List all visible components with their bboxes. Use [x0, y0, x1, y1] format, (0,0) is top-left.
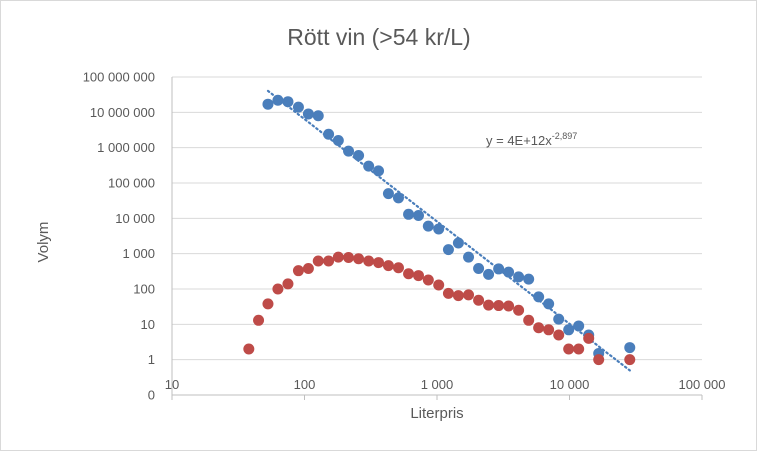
data-point-series-1 — [523, 273, 535, 285]
data-point-series-2 — [493, 300, 505, 312]
data-point-series-1 — [553, 313, 565, 325]
trendline-equation-base: y = 4E+12x — [486, 133, 552, 148]
x-tick-label: 10 000 — [550, 377, 590, 392]
data-point-series-2 — [513, 304, 525, 316]
data-point-series-1 — [452, 237, 464, 249]
data-point-series-1 — [363, 160, 375, 172]
y-tick-label: 10 — [141, 317, 155, 332]
data-point-series-2 — [262, 298, 274, 310]
y-tick-label: 10 000 000 — [90, 105, 155, 120]
data-point-series-2 — [442, 287, 454, 299]
data-point-series-1 — [373, 165, 385, 177]
data-point-series-2 — [503, 300, 515, 312]
y-tick-label: 0 — [148, 388, 155, 403]
data-point-series-1 — [412, 210, 424, 222]
data-point-series-1 — [403, 208, 415, 220]
data-point-series-2 — [452, 290, 464, 302]
y-tick-label: 10 000 — [115, 211, 155, 226]
trendline-equation: y = 4E+12x-2,897 — [486, 131, 577, 148]
data-point-series-1 — [563, 324, 575, 336]
data-point-series-2 — [332, 251, 344, 263]
data-point-series-2 — [523, 314, 535, 326]
data-point-series-2 — [323, 255, 335, 267]
data-point-series-1 — [272, 94, 284, 106]
data-point-series-2 — [553, 329, 565, 341]
x-tick-labels: 10 100 1 000 10 000 100 000 — [165, 377, 726, 392]
data-point-series-1 — [282, 96, 294, 108]
data-point-series-2 — [433, 279, 445, 291]
trendline-equation-exponent: -2,897 — [552, 131, 578, 141]
y-tick-label: 1 — [148, 352, 155, 367]
data-point-series-1 — [483, 268, 495, 280]
data-point-series-2 — [363, 255, 375, 267]
gridlines — [172, 76, 702, 361]
data-point-series-2 — [543, 324, 555, 336]
data-point-series-2 — [343, 251, 355, 263]
data-point-series-2 — [292, 265, 304, 277]
data-points — [243, 94, 636, 366]
data-point-series-1 — [513, 271, 525, 283]
data-point-series-2 — [382, 260, 394, 272]
data-point-series-2 — [573, 343, 585, 355]
axes — [171, 77, 703, 400]
data-point-series-1 — [493, 263, 505, 275]
data-point-series-1 — [382, 188, 394, 200]
data-point-series-1 — [332, 134, 344, 146]
y-tick-label: 100 — [133, 282, 155, 297]
x-tick-label: 100 — [294, 377, 316, 392]
data-point-series-1 — [262, 98, 274, 110]
data-point-series-2 — [243, 343, 255, 355]
data-point-series-1 — [503, 266, 515, 278]
data-point-series-1 — [323, 128, 335, 140]
data-point-series-2 — [533, 322, 545, 334]
y-tick-label: 1 000 — [122, 246, 155, 261]
y-tick-label: 100 000 000 — [83, 70, 155, 85]
data-point-series-2 — [272, 283, 284, 295]
data-point-series-2 — [624, 354, 636, 366]
data-point-series-2 — [302, 263, 314, 275]
data-point-series-1 — [292, 101, 304, 113]
x-axis-title: Literpris — [410, 405, 463, 422]
data-point-series-2 — [282, 278, 294, 290]
data-point-series-1 — [392, 192, 404, 204]
x-tick-label: 1 000 — [421, 377, 454, 392]
data-point-series-1 — [442, 244, 454, 256]
data-point-series-1 — [473, 263, 485, 275]
data-point-series-1 — [533, 291, 545, 303]
data-point-series-1 — [312, 110, 324, 122]
y-tick-label: 1 000 000 — [97, 140, 155, 155]
data-point-series-1 — [543, 298, 555, 310]
data-point-series-2 — [583, 332, 595, 344]
x-tick-label: 10 — [165, 377, 179, 392]
data-point-series-1 — [433, 223, 445, 235]
data-point-series-1 — [343, 145, 355, 157]
y-tick-label: 100 000 — [108, 176, 155, 191]
y-tick-labels: 1 10 100 1 000 10 000 100 000 1 000 000 10 000 … — [83, 70, 155, 403]
data-point-series-1 — [463, 251, 475, 263]
data-point-series-2 — [463, 289, 475, 301]
data-point-series-2 — [563, 343, 575, 355]
data-point-series-2 — [483, 299, 495, 311]
data-point-series-1 — [624, 342, 636, 354]
data-point-series-2 — [392, 262, 404, 274]
data-point-series-2 — [403, 268, 415, 280]
data-point-series-2 — [373, 257, 385, 269]
data-point-series-1 — [353, 150, 365, 162]
data-point-series-1 — [573, 320, 585, 332]
data-point-series-2 — [412, 270, 424, 282]
data-point-series-2 — [473, 294, 485, 306]
data-point-series-2 — [353, 253, 365, 265]
chart-title: Rött vin (>54 kr/L) — [287, 24, 470, 50]
data-point-series-1 — [422, 220, 434, 232]
data-point-series-2 — [253, 314, 265, 326]
data-point-series-2 — [593, 354, 605, 366]
data-point-series-1 — [302, 108, 314, 120]
data-point-series-2 — [312, 255, 324, 267]
x-tick-label: 100 000 — [679, 377, 726, 392]
data-point-series-2 — [422, 274, 434, 286]
y-axis-title: Volym — [35, 222, 52, 263]
